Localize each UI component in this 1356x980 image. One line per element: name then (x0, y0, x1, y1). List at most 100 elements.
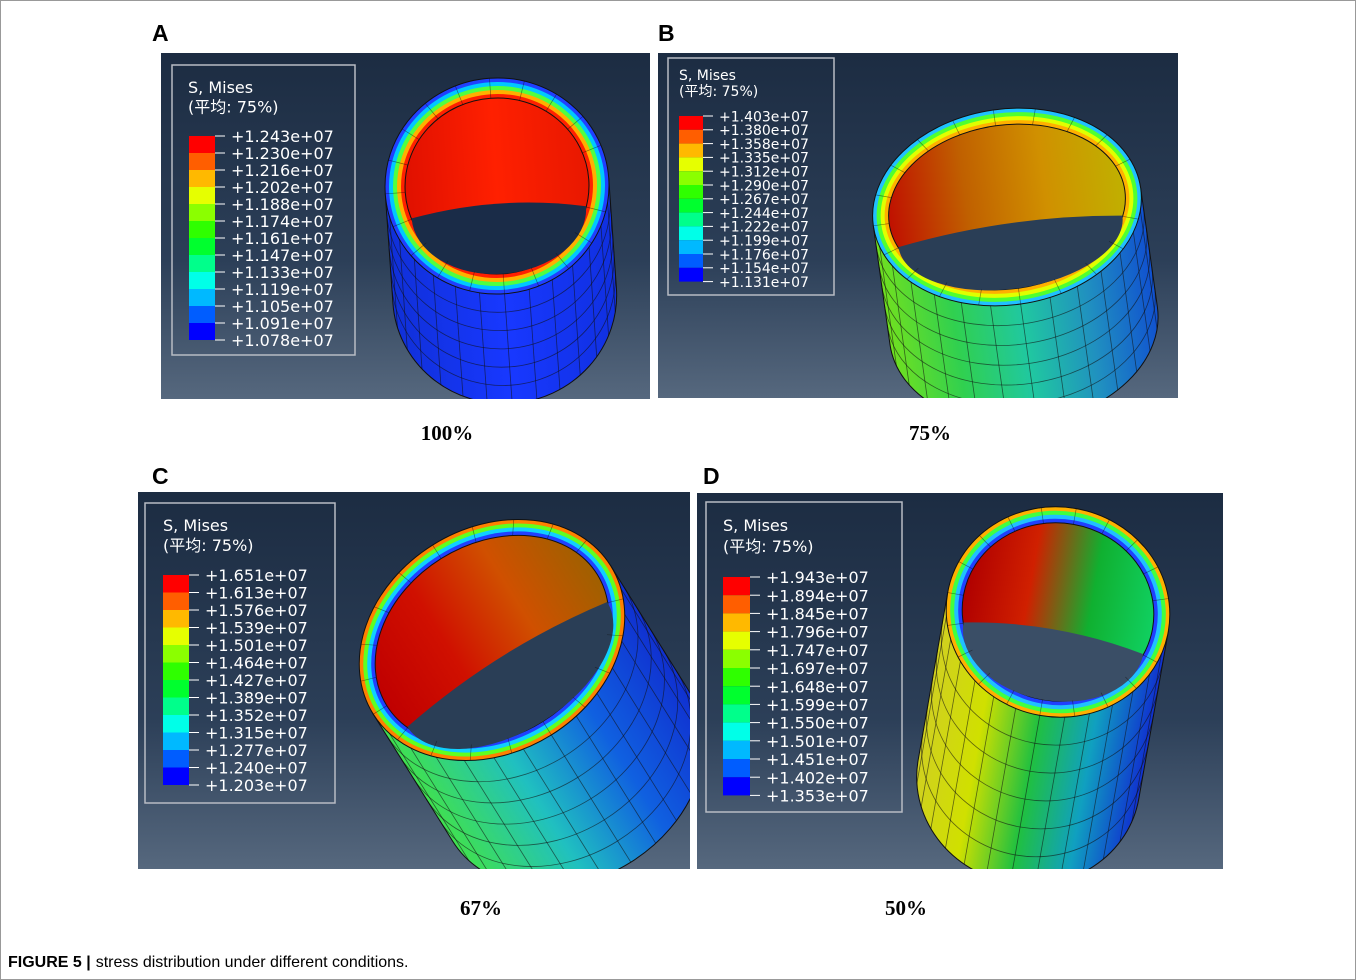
figure-caption-text: stress distribution under different cond… (96, 954, 409, 971)
legend-swatch (189, 170, 215, 187)
legend-swatch (189, 204, 215, 221)
legend-swatch (679, 268, 703, 282)
legend-subtitle: (平均: 75%) (163, 536, 254, 555)
legend-value: +1.240e+07 (205, 759, 308, 778)
legend-value: +1.451e+07 (766, 750, 869, 769)
legend-swatch (723, 704, 750, 722)
legend-swatch (189, 323, 215, 340)
figure-caption-label: FIGURE 5 | (8, 954, 91, 971)
legend-value: +1.599e+07 (766, 695, 869, 714)
legend-value: +1.697e+07 (766, 659, 869, 678)
legend-swatch (189, 187, 215, 204)
legend-value: +1.203e+07 (205, 776, 308, 795)
legend-swatch (723, 741, 750, 759)
legend-swatch (723, 723, 750, 741)
panel-caption: 75% (909, 421, 951, 445)
legend-swatch (679, 144, 703, 158)
legend-value: +1.315e+07 (205, 724, 308, 743)
cylinder-model (378, 70, 624, 411)
legend-value: +1.845e+07 (766, 604, 869, 623)
figure: FIGURE 5 | stress distribution under diff… (0, 0, 1356, 980)
legend-value: +1.464e+07 (205, 654, 308, 673)
legend-swatch (189, 136, 215, 153)
legend-swatch (189, 153, 215, 170)
legend-value: +1.550e+07 (766, 714, 869, 733)
legend-title: S, Mises (188, 78, 253, 97)
figure-caption: FIGURE 5 | stress distribution under diff… (8, 954, 408, 971)
legend-swatch (723, 777, 750, 795)
legend-swatch (163, 680, 189, 698)
legend-swatch (679, 199, 703, 213)
legend-swatch (163, 593, 189, 611)
legend-value: +1.501e+07 (205, 636, 308, 655)
legend-value: +1.576e+07 (205, 601, 308, 620)
legend-value: +1.651e+07 (205, 566, 308, 585)
legend-swatch (679, 213, 703, 227)
legend-swatch (723, 577, 750, 595)
legend-swatch (189, 289, 215, 306)
legend-swatch (189, 306, 215, 323)
legend-swatch (723, 632, 750, 650)
panel-caption: 50% (885, 896, 927, 920)
legend-subtitle: (平均: 75%) (679, 84, 758, 100)
legend-swatch (679, 185, 703, 199)
legend-swatch (679, 254, 703, 268)
legend-subtitle: (平均: 75%) (723, 537, 814, 556)
legend-swatch (163, 750, 189, 768)
panel: CS, Mises(平均: 75%)+1.651e+07+1.613e+07+1… (138, 463, 750, 936)
panel-label: C (152, 463, 169, 489)
legend-swatch (163, 645, 189, 663)
legend-subtitle: (平均: 75%) (188, 98, 279, 117)
panel-caption: 67% (460, 896, 502, 920)
legend-value: +1.131e+07 (719, 275, 809, 291)
legend-swatch (163, 698, 189, 716)
panel-caption: 100% (421, 421, 474, 445)
legend-swatch (163, 628, 189, 646)
legend-value: +1.402e+07 (766, 768, 869, 787)
legend-value: +1.648e+07 (766, 677, 869, 696)
legend-swatch (679, 116, 703, 130)
legend-value: +1.277e+07 (205, 741, 308, 760)
legend-swatch (679, 226, 703, 240)
panel: AS, Mises(平均: 75%)+1.243e+07+1.230e+07+1… (152, 20, 650, 445)
legend-value: +1.747e+07 (766, 641, 869, 660)
legend-swatch (163, 768, 189, 786)
legend-swatch (679, 157, 703, 171)
panel-label: D (703, 463, 720, 489)
legend-value: +1.539e+07 (205, 619, 308, 638)
legend-value: +1.943e+07 (766, 568, 869, 587)
legend-swatch (189, 272, 215, 289)
legend-swatch (723, 759, 750, 777)
legend-swatch (163, 715, 189, 733)
legend-swatch (723, 650, 750, 668)
legend-swatch (163, 610, 189, 628)
panel: DS, Mises(平均: 75%)+1.943e+07+1.894e+07+1… (697, 463, 1223, 920)
legend-title: S, Mises (723, 516, 788, 535)
legend-swatch (723, 613, 750, 631)
legend-swatch (189, 221, 215, 238)
legend-swatch (723, 668, 750, 686)
legend-swatch (679, 240, 703, 254)
panel: BS, Mises(平均: 75%)+1.403e+07+1.380e+07+1… (658, 20, 1178, 445)
legend-swatch (679, 171, 703, 185)
legend-title: S, Mises (163, 516, 228, 535)
cylinder (378, 70, 624, 411)
legend-value: +1.796e+07 (766, 623, 869, 642)
legend-swatch (723, 595, 750, 613)
panel-label: A (152, 20, 169, 46)
legend-swatch (189, 255, 215, 272)
legend-value: +1.501e+07 (766, 732, 869, 751)
legend-value: +1.389e+07 (205, 689, 308, 708)
legend-value: +1.894e+07 (766, 586, 869, 605)
legend-value: +1.078e+07 (231, 331, 334, 350)
legend-value: +1.427e+07 (205, 671, 308, 690)
legend-title: S, Mises (679, 68, 736, 84)
legend-swatch (163, 663, 189, 681)
legend-swatch (189, 238, 215, 255)
panel-label: B (658, 20, 675, 46)
legend-swatch (163, 575, 189, 593)
legend-value: +1.613e+07 (205, 584, 308, 603)
legend-swatch (679, 130, 703, 144)
legend-value: +1.352e+07 (205, 706, 308, 725)
legend-swatch (723, 686, 750, 704)
